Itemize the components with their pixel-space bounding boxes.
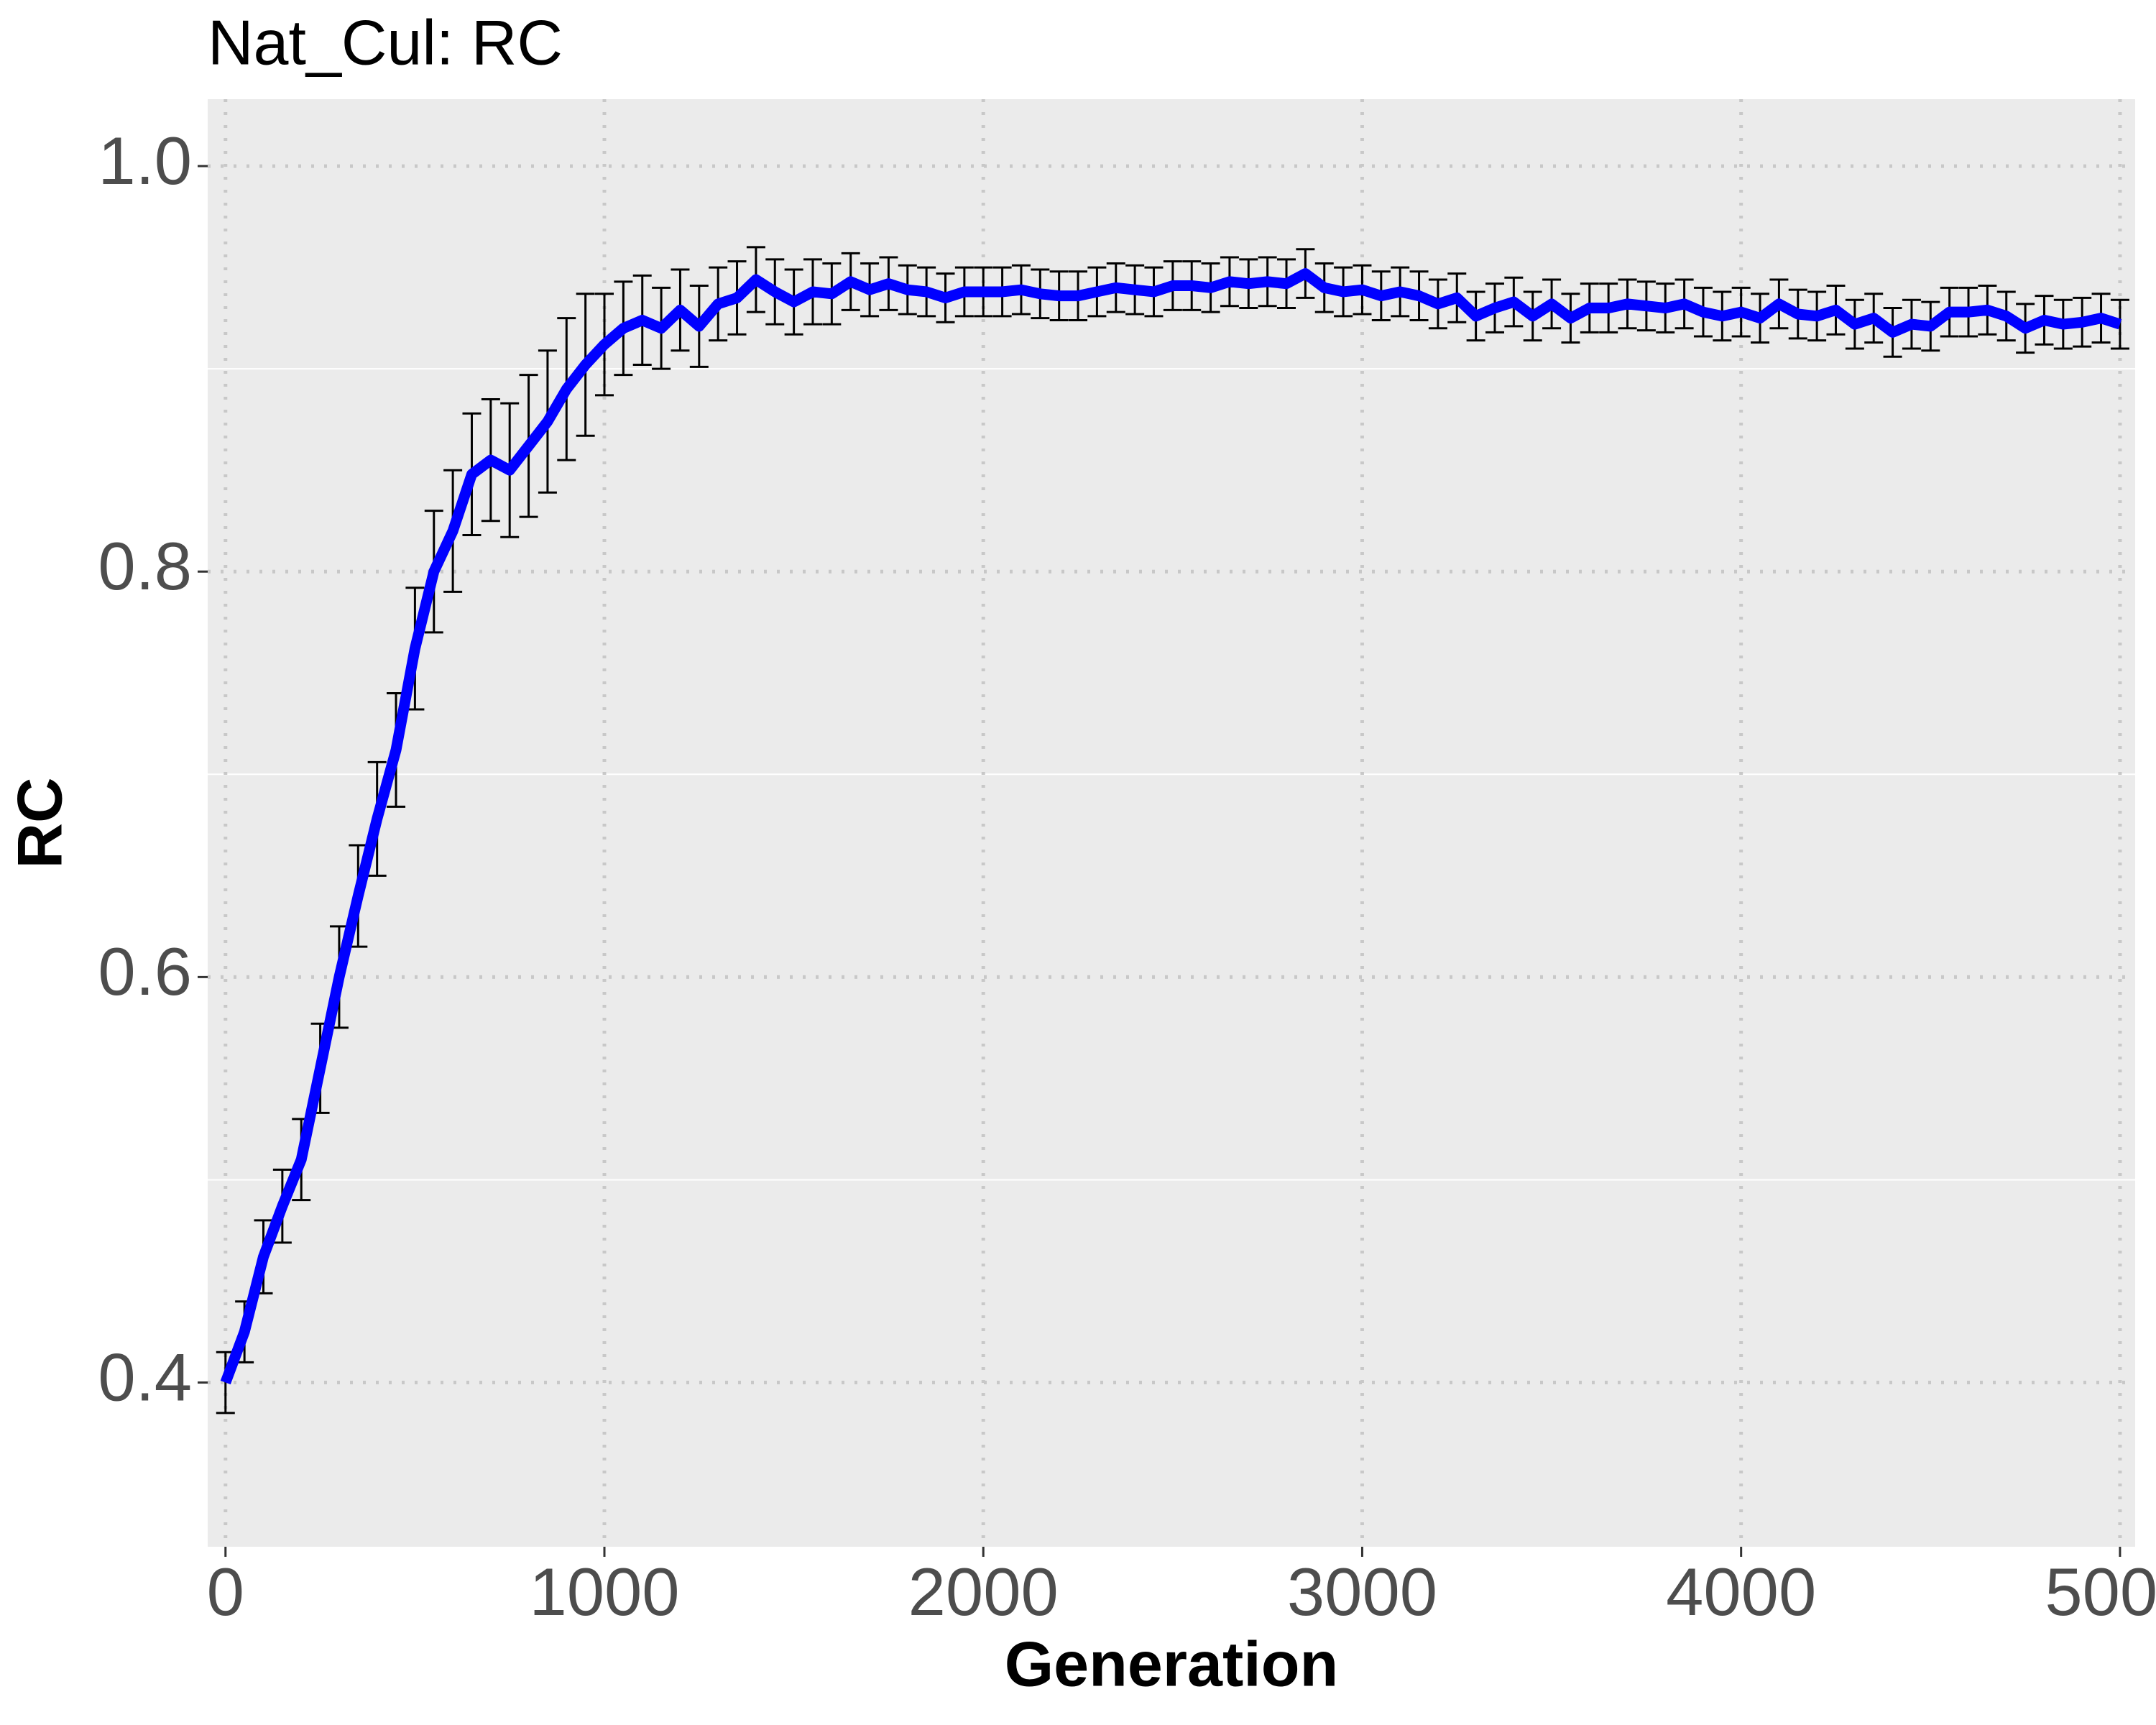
y-tick-label: 0.8 — [98, 528, 192, 604]
x-tick-label: 0 — [207, 1554, 244, 1629]
chart-title: Nat_Cul: RC — [208, 6, 563, 78]
x-axis-label: Generation — [1005, 1628, 1339, 1699]
x-tick-label: 5000 — [2045, 1554, 2156, 1629]
line — [220, 268, 2122, 1385]
x-tick-label: 4000 — [1666, 1554, 1816, 1629]
y-axis-label: RC — [4, 777, 75, 868]
y-tick-label: 1.0 — [98, 123, 192, 198]
y-tick-label: 0.6 — [98, 934, 192, 1009]
y-tick-label: 0.4 — [98, 1339, 192, 1414]
x-tick-label: 3000 — [1287, 1554, 1437, 1629]
x-tick-label: 2000 — [908, 1554, 1059, 1629]
x-tick-label: 1000 — [529, 1554, 679, 1629]
